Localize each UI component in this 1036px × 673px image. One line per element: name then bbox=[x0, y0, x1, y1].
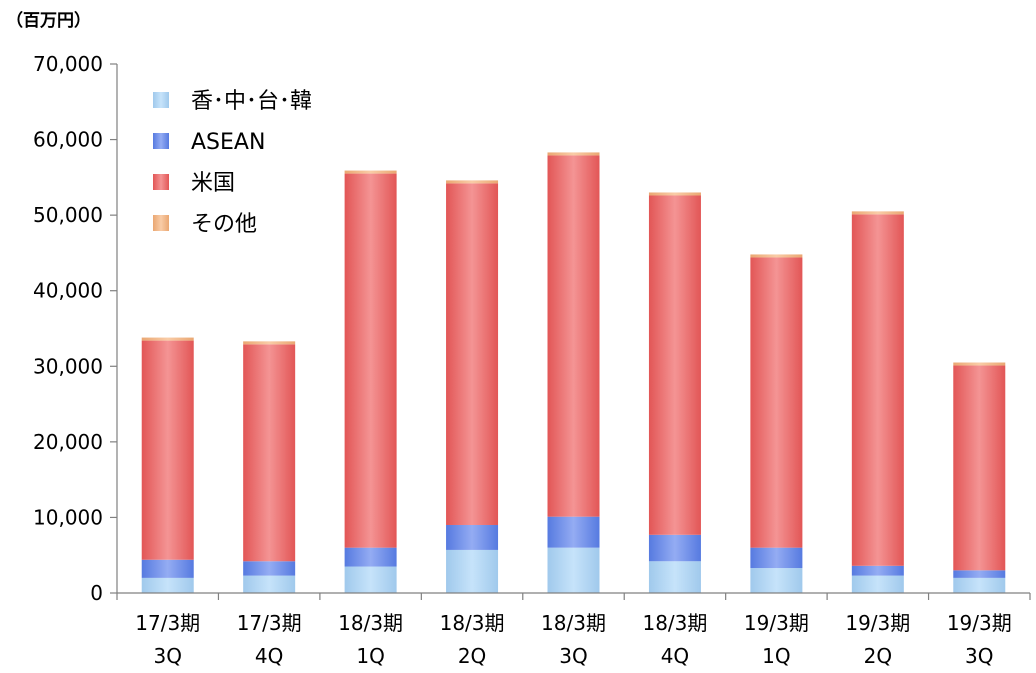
y-tick-label: 0 bbox=[90, 581, 103, 605]
bar-segment-hk-cn-tw-kr bbox=[648, 561, 701, 593]
bar-segment-asean bbox=[750, 547, 803, 569]
x-category-label: 1Q bbox=[356, 644, 384, 668]
bar-segment-asean bbox=[953, 570, 1006, 578]
bar-segment-usa bbox=[141, 340, 194, 560]
bar-segment-usa bbox=[344, 173, 397, 548]
y-tick-label: 20,000 bbox=[33, 430, 103, 454]
bar-segment-asean bbox=[446, 524, 499, 550]
x-category-label: 4Q bbox=[661, 644, 689, 668]
y-tick-label: 70,000 bbox=[33, 52, 103, 76]
x-category-label: 18/3期 bbox=[338, 611, 403, 635]
legend-label: 香･中･台･韓 bbox=[191, 89, 312, 114]
legend-label: ASEAN bbox=[191, 130, 265, 155]
y-tick-label: 30,000 bbox=[33, 354, 103, 378]
legend-swatch bbox=[153, 133, 169, 149]
bar-segment-usa bbox=[851, 214, 904, 566]
x-category-label: 3Q bbox=[965, 644, 993, 668]
bar-segment-other bbox=[446, 180, 499, 184]
bar-segment-usa bbox=[446, 183, 499, 525]
bar-segment-other bbox=[851, 211, 904, 215]
x-category-label: 18/3期 bbox=[541, 611, 606, 635]
bar-segment-other bbox=[344, 170, 397, 174]
x-category-label: 17/3期 bbox=[237, 611, 302, 635]
bar-segment-asean bbox=[344, 547, 397, 567]
bar-segment-hk-cn-tw-kr bbox=[243, 575, 296, 593]
bar-segment-hk-cn-tw-kr bbox=[141, 577, 194, 593]
y-tick-label: 40,000 bbox=[33, 279, 103, 303]
bar-segment-usa bbox=[953, 365, 1006, 571]
bar-segment-usa bbox=[243, 344, 296, 562]
bar-segment-asean bbox=[243, 561, 296, 576]
bar-segment-other bbox=[648, 192, 701, 196]
bar-segment-usa bbox=[648, 195, 701, 535]
legend-label: その他 bbox=[191, 212, 257, 237]
y-tick-label: 10,000 bbox=[33, 505, 103, 529]
bar-segment-hk-cn-tw-kr bbox=[344, 566, 397, 593]
bar-segment-hk-cn-tw-kr bbox=[547, 547, 600, 593]
legend-swatch bbox=[153, 215, 169, 231]
x-category-label: 19/3期 bbox=[845, 611, 910, 635]
axes-group: 0 10,000 20,000 30,000 40,000 50,000 60,000 70,… bbox=[33, 52, 1031, 668]
bar-segment-usa bbox=[547, 155, 600, 517]
x-category-label: 2Q bbox=[864, 644, 892, 668]
bar-segment-asean bbox=[547, 516, 600, 548]
x-category-label: 18/3期 bbox=[642, 611, 707, 635]
bar-segment-hk-cn-tw-kr bbox=[953, 577, 1006, 593]
x-category-label: 1Q bbox=[762, 644, 790, 668]
bar-segment-other bbox=[243, 341, 296, 345]
bar-segment-usa bbox=[750, 257, 803, 548]
bar-segment-other bbox=[547, 152, 600, 156]
x-category-label: 2Q bbox=[458, 644, 486, 668]
bar-segment-other bbox=[953, 362, 1006, 366]
bar-segment-hk-cn-tw-kr bbox=[750, 568, 803, 593]
bar-segment-other bbox=[750, 254, 803, 258]
x-category-label: 17/3期 bbox=[135, 611, 200, 635]
bar-segment-asean bbox=[648, 534, 701, 562]
unit-label: （百万円） bbox=[6, 11, 91, 31]
x-category-label: 18/3期 bbox=[440, 611, 505, 635]
bar-segment-hk-cn-tw-kr bbox=[851, 575, 904, 593]
legend-label: 米国 bbox=[191, 171, 235, 196]
bar-segment-asean bbox=[851, 565, 904, 576]
y-tick-label: 60,000 bbox=[33, 128, 103, 152]
x-category-label: 19/3期 bbox=[947, 611, 1012, 635]
x-category-label: 3Q bbox=[153, 644, 181, 668]
legend-swatch bbox=[153, 174, 169, 190]
y-tick-label: 50,000 bbox=[33, 203, 103, 227]
x-category-label: 3Q bbox=[559, 644, 587, 668]
x-category-label: 19/3期 bbox=[744, 611, 809, 635]
x-category-label: 4Q bbox=[255, 644, 283, 668]
bars-group bbox=[141, 152, 1006, 593]
bar-segment-other bbox=[141, 337, 194, 341]
bar-segment-asean bbox=[141, 559, 194, 578]
bar-segment-hk-cn-tw-kr bbox=[446, 549, 499, 593]
legend-swatch bbox=[153, 92, 169, 108]
